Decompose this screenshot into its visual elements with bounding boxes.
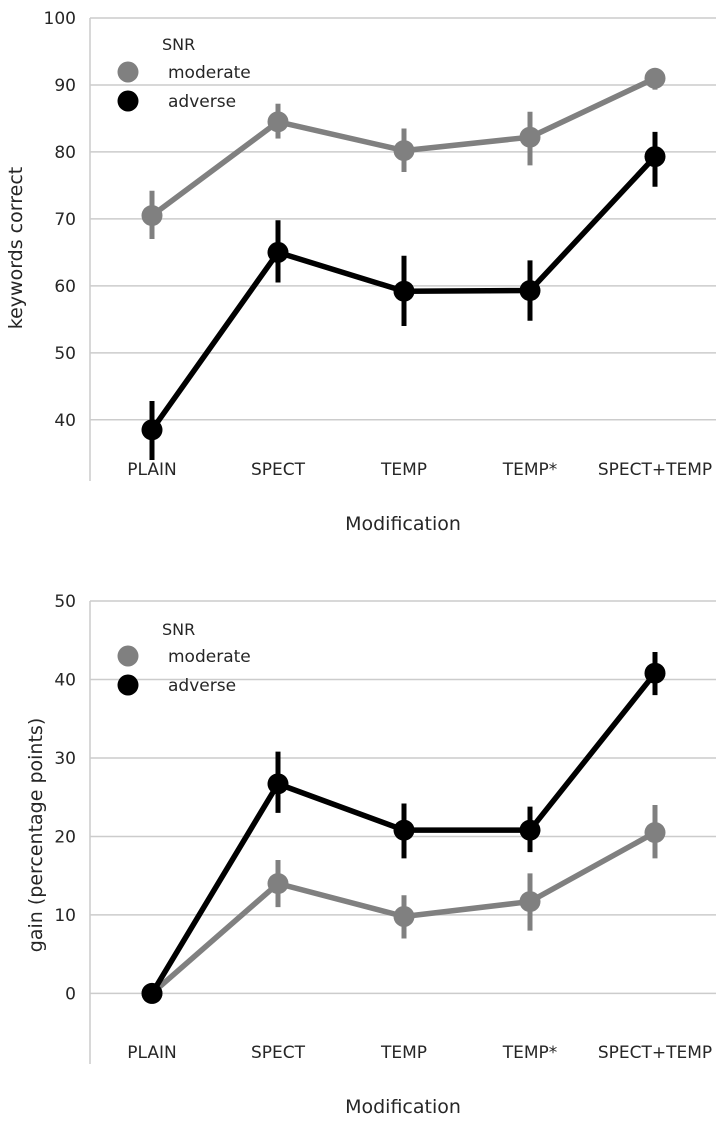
y-tick-label: 50 xyxy=(54,344,76,364)
y-tick-label: 20 xyxy=(54,827,76,847)
chart-panel-1: 40 50 60 70 80 90 100 PLAIN SPECT TEMP TEMP* SPECT+… xyxy=(5,9,716,535)
data-point xyxy=(393,140,415,162)
data-point xyxy=(393,280,415,302)
legend-title: SNR xyxy=(162,35,195,54)
data-point xyxy=(267,111,289,133)
x-tick-label: PLAIN xyxy=(127,460,176,480)
data-point xyxy=(393,819,415,841)
legend-label-moderate: moderate xyxy=(168,647,251,667)
x-tick-label: TEMP xyxy=(380,1043,427,1063)
y-axis-label: keywords correct xyxy=(5,167,27,329)
y-tick-label: 0 xyxy=(65,984,76,1004)
y-axis-label: gain (percentage points) xyxy=(25,718,47,952)
data-point xyxy=(519,280,541,302)
data-point xyxy=(141,982,163,1004)
x-axis-label: Modification xyxy=(345,513,461,535)
legend-label-adverse: adverse xyxy=(168,92,236,112)
data-point xyxy=(644,146,666,168)
x-tick-label: SPECT xyxy=(251,460,306,480)
y-tick-label: 80 xyxy=(54,143,76,163)
x-tick-label: TEMP xyxy=(380,460,427,480)
y-tick-label: 100 xyxy=(44,9,76,29)
series-moderate xyxy=(141,67,666,239)
x-tick-label: SPECT+TEMP xyxy=(598,460,712,480)
data-point xyxy=(267,773,289,795)
data-point xyxy=(519,126,541,148)
data-point xyxy=(644,822,666,844)
y-tick-label: 60 xyxy=(54,277,76,297)
data-point xyxy=(644,662,666,684)
data-point xyxy=(393,905,415,927)
data-point xyxy=(519,819,541,841)
x-tick-label: SPECT+TEMP xyxy=(598,1043,712,1063)
series-adverse xyxy=(141,652,666,1004)
data-point xyxy=(519,891,541,913)
data-point xyxy=(141,205,163,227)
x-tick-label: TEMP* xyxy=(502,460,558,480)
data-point xyxy=(267,873,289,895)
chart-panel-2: 0 10 20 30 40 50 PLAIN SPECT TEMP TEMP* SPECT+TEMP… xyxy=(25,592,716,1118)
y-tick-label: 40 xyxy=(54,670,76,690)
data-point xyxy=(141,419,163,441)
series-adverse xyxy=(141,131,666,460)
legend: SNR moderate adverse xyxy=(117,35,251,112)
x-tick-label: SPECT xyxy=(251,1043,306,1063)
legend-title: SNR xyxy=(162,620,195,639)
legend-marker-moderate xyxy=(117,645,139,667)
data-point xyxy=(644,67,666,89)
legend-label-moderate: moderate xyxy=(168,63,251,83)
y-tick-label: 30 xyxy=(54,749,76,769)
legend-marker-adverse xyxy=(117,674,139,696)
data-point xyxy=(267,241,289,263)
y-tick-label: 70 xyxy=(54,210,76,230)
legend-marker-adverse xyxy=(117,90,139,112)
y-tick-label: 10 xyxy=(54,906,76,926)
legend-label-adverse: adverse xyxy=(168,676,236,696)
legend: SNR moderate adverse xyxy=(117,620,251,696)
legend-marker-moderate xyxy=(117,61,139,83)
x-tick-label: TEMP* xyxy=(502,1043,558,1063)
y-tick-label: 40 xyxy=(54,411,76,431)
y-tick-label: 50 xyxy=(54,592,76,612)
y-tick-label: 90 xyxy=(54,76,76,96)
x-tick-label: PLAIN xyxy=(127,1043,176,1063)
x-axis-label: Modification xyxy=(345,1096,461,1118)
